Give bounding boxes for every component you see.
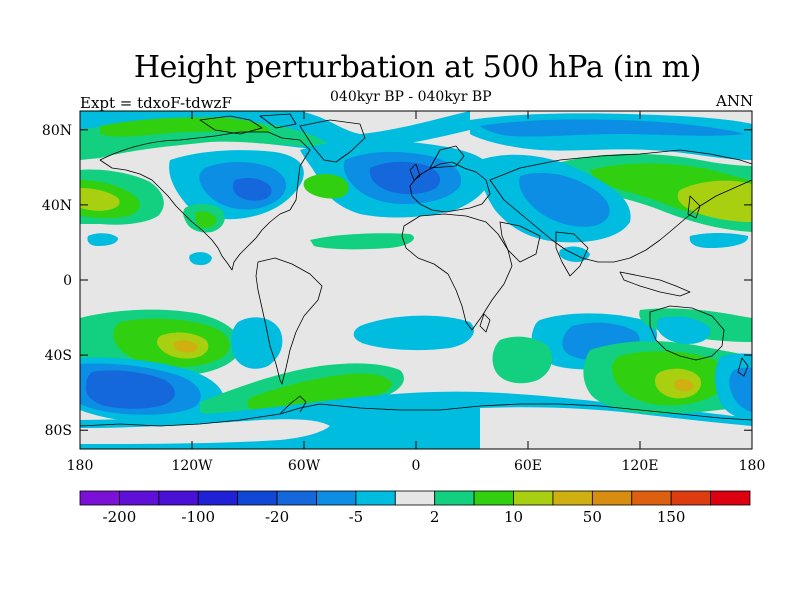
y-tick-label: 80N [42, 123, 72, 139]
contour-region [674, 378, 694, 392]
x-tick-label: 180 [739, 458, 766, 474]
coastline-japan [687, 195, 701, 219]
x-tick-label: 60W [288, 458, 321, 474]
colorbar-swatch [119, 490, 160, 506]
colorbar-swatch [158, 490, 199, 506]
experiment-label: Expt = tdxoF-tdwzF [80, 94, 232, 112]
contour-region [310, 233, 414, 250]
colorbar-swatch [316, 490, 357, 506]
x-tick-label: 0 [412, 458, 421, 474]
contour-region [677, 180, 752, 222]
x-tick-label: 180 [67, 458, 94, 474]
colorbar-label: 2 [430, 508, 440, 526]
contour-region [232, 178, 272, 201]
colorbar-swatch [552, 490, 593, 506]
x-tick-label: 60E [514, 458, 542, 474]
colorbar-swatch [473, 490, 514, 506]
colorbar-swatch [591, 490, 633, 506]
colorbar-swatch [394, 490, 436, 506]
coastline-europe [409, 161, 491, 213]
contour-region [80, 419, 330, 444]
coastline-south-america [255, 257, 323, 385]
coastline-arabia [499, 221, 541, 263]
contour-region [189, 252, 212, 266]
contour-region [689, 233, 749, 248]
y-tick-label: 80S [45, 423, 72, 439]
y-tick-label: 0 [63, 273, 72, 289]
x-tick-label: 120W [171, 458, 213, 474]
coastline-scandinavia [429, 145, 465, 169]
contour-region [519, 172, 610, 227]
colorbar-swatch [197, 490, 239, 506]
contour-fields [80, 111, 752, 449]
y-tick-label: 40S [45, 348, 72, 364]
contour-region [80, 188, 120, 211]
colorbar-swatch [434, 490, 475, 506]
x-tick-label: 120E [622, 458, 659, 474]
contour-region [656, 316, 711, 344]
colorbar-swatch [631, 490, 672, 506]
contour-region [353, 315, 474, 351]
colorbar-swatch [513, 490, 554, 506]
contour-region [480, 119, 745, 137]
colorbar-swatch [237, 490, 278, 506]
colorbar-label: -5 [349, 508, 364, 526]
coastline-asia [489, 149, 752, 263]
colorbar-label: -100 [181, 508, 215, 526]
colorbar-swatch [355, 490, 396, 506]
contour-region [480, 407, 752, 449]
chart-title: Height perturbation at 500 hPa (in m) [133, 50, 702, 85]
coastline-antarctica [80, 403, 752, 427]
coastline-antarctic-peninsula [279, 395, 307, 415]
coastline-greenland [299, 119, 366, 163]
colorbar-swatch [670, 490, 711, 506]
coastline-uk [409, 163, 421, 181]
axes: 180 120W 60W 0 60E 120E 180 80N 40N 0 40S 80S [42, 111, 765, 474]
coastline-new-zealand [737, 357, 749, 377]
colorbar: -200 -100 -20 -5 2 10 50 150 [79, 490, 751, 526]
colorbar-label: 10 [504, 508, 523, 526]
colorbar-swatch [276, 490, 317, 506]
coastline-north-america [99, 131, 311, 271]
contour-region [729, 367, 752, 412]
contour-region [492, 336, 553, 384]
contour-region [303, 174, 349, 199]
contour-region [369, 161, 441, 195]
coastline-indonesia [619, 271, 691, 297]
coastline-africa [401, 213, 513, 331]
colorbar-label: -200 [103, 508, 137, 526]
coastline-australia [649, 305, 725, 361]
coastlines [80, 113, 752, 427]
coastline-arctic-islands [199, 113, 297, 135]
colorbar-label: -20 [265, 508, 289, 526]
contour-region [86, 370, 175, 409]
colorbar-label: 150 [657, 508, 686, 526]
coastline-madagascar [479, 313, 491, 333]
colorbar-swatch [710, 490, 751, 506]
y-tick-label: 40N [42, 198, 72, 214]
contour-region [100, 117, 270, 137]
season-label: ANN [716, 92, 754, 110]
coastline-india [555, 231, 589, 277]
contour-region [247, 373, 392, 413]
contour-region [195, 211, 217, 228]
contour-region [87, 233, 118, 246]
contour-region [231, 317, 283, 369]
contour-region [173, 340, 198, 353]
colorbar-swatch [79, 490, 120, 506]
colorbar-label: 50 [583, 508, 602, 526]
period-label: 040kyr BP - 040kyr BP [330, 89, 492, 105]
